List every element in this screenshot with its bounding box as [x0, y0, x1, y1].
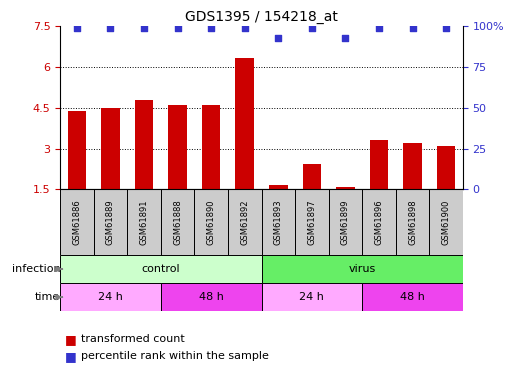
- Bar: [336, 187, 355, 189]
- Text: GSM61888: GSM61888: [173, 200, 182, 245]
- Bar: [328, 189, 362, 255]
- Text: ■: ■: [65, 350, 77, 363]
- Bar: [60, 255, 262, 283]
- Bar: [135, 100, 153, 189]
- Text: control: control: [142, 264, 180, 274]
- Text: GSM61892: GSM61892: [240, 200, 249, 245]
- Bar: [168, 105, 187, 189]
- Bar: [262, 283, 362, 311]
- Bar: [370, 141, 388, 189]
- Point: [442, 25, 450, 31]
- Text: 48 h: 48 h: [199, 292, 224, 302]
- Text: GSM61886: GSM61886: [72, 200, 82, 245]
- Text: GSM61898: GSM61898: [408, 200, 417, 245]
- Point: [341, 34, 349, 40]
- Bar: [262, 189, 295, 255]
- Bar: [235, 57, 254, 189]
- Text: GSM61896: GSM61896: [374, 200, 383, 245]
- Point: [140, 25, 148, 31]
- Text: ■: ■: [65, 333, 77, 346]
- Text: infection: infection: [12, 264, 60, 274]
- Point: [106, 25, 115, 31]
- Text: GSM61891: GSM61891: [140, 200, 149, 245]
- Point: [241, 25, 249, 31]
- Bar: [60, 283, 161, 311]
- Bar: [94, 189, 127, 255]
- Bar: [362, 283, 463, 311]
- Point: [207, 25, 215, 31]
- Bar: [437, 146, 456, 189]
- Text: percentile rank within the sample: percentile rank within the sample: [81, 351, 269, 361]
- Bar: [161, 283, 262, 311]
- Bar: [67, 111, 86, 189]
- Bar: [269, 185, 288, 189]
- Point: [308, 25, 316, 31]
- Text: GSM61899: GSM61899: [341, 200, 350, 245]
- Text: GSM61889: GSM61889: [106, 200, 115, 245]
- Text: GSM61890: GSM61890: [207, 200, 215, 245]
- Bar: [60, 189, 94, 255]
- Text: GSM61893: GSM61893: [274, 200, 283, 245]
- Point: [274, 34, 282, 40]
- Bar: [202, 105, 220, 189]
- Text: GSM61897: GSM61897: [308, 200, 316, 245]
- Point: [375, 25, 383, 31]
- Bar: [303, 164, 321, 189]
- Bar: [362, 189, 396, 255]
- Bar: [228, 189, 262, 255]
- Bar: [429, 189, 463, 255]
- Point: [408, 25, 417, 31]
- Title: GDS1395 / 154218_at: GDS1395 / 154218_at: [185, 10, 338, 24]
- Text: virus: virus: [348, 264, 376, 274]
- Point: [174, 25, 182, 31]
- Bar: [396, 189, 429, 255]
- Bar: [295, 189, 328, 255]
- Bar: [101, 108, 120, 189]
- Text: 24 h: 24 h: [299, 292, 324, 302]
- Bar: [262, 255, 463, 283]
- Text: time: time: [35, 292, 60, 302]
- Bar: [195, 189, 228, 255]
- Text: transformed count: transformed count: [81, 334, 185, 344]
- Text: 48 h: 48 h: [400, 292, 425, 302]
- Point: [73, 25, 81, 31]
- Bar: [403, 143, 422, 189]
- Bar: [127, 189, 161, 255]
- Text: GSM61900: GSM61900: [441, 200, 451, 245]
- Bar: [161, 189, 195, 255]
- Text: 24 h: 24 h: [98, 292, 123, 302]
